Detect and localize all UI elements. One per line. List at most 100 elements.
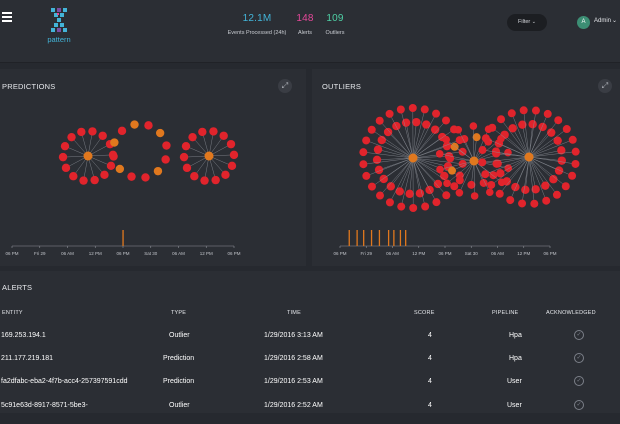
graph-node — [100, 171, 108, 179]
graph-node — [532, 107, 540, 115]
graph-node — [481, 170, 489, 178]
graph-node — [436, 150, 444, 158]
graph-node — [558, 156, 566, 164]
graph-node — [362, 172, 370, 180]
table-row[interactable]: fa2dfabc-eba2-4f7b-acc4-257397591cdd Pre… — [0, 378, 620, 400]
timeline-tick-label: 06 PM — [543, 251, 556, 256]
filter-label: Filter — [518, 19, 530, 25]
menu-icon[interactable] — [2, 12, 12, 21]
graph-node — [362, 136, 370, 144]
acknowledge-check-icon[interactable]: ✓ — [574, 400, 584, 410]
chevron-down-icon: ⌄ — [532, 19, 536, 25]
graph-node — [553, 191, 561, 199]
graph-node — [77, 128, 85, 136]
table-row[interactable]: 5c91e63d-8917-8571-5be3- Outlier 1/29/20… — [0, 402, 620, 424]
graph-node — [396, 187, 404, 195]
table-row[interactable]: 169.253.194.1 Outlier 1/29/2016 3:13 AM … — [0, 332, 620, 354]
graph-node — [409, 104, 417, 112]
stat-value: 109 — [318, 13, 352, 24]
graph-node — [495, 139, 503, 147]
graph-node — [572, 148, 580, 156]
timeline-tick-label: 06 PM — [5, 251, 18, 256]
user-name[interactable]: Admin — [594, 18, 611, 24]
graph-node — [359, 148, 367, 156]
column-header-type[interactable]: TYPE — [171, 310, 186, 316]
score-cell: 4 — [428, 378, 432, 385]
graph-hub-node — [84, 152, 93, 161]
column-header-entity[interactable]: ENTITY — [2, 310, 23, 316]
graph-node — [492, 149, 500, 157]
graph-node — [384, 128, 392, 136]
graph-node — [107, 162, 115, 170]
outlier-event-bar — [400, 230, 401, 246]
graph-node — [571, 160, 579, 168]
acknowledge-check-icon[interactable]: ✓ — [574, 330, 584, 340]
graph-node — [79, 176, 87, 184]
acknowledge-check-icon[interactable]: ✓ — [574, 353, 584, 363]
graph-node — [511, 183, 519, 191]
acknowledge-check-icon[interactable]: ✓ — [574, 376, 584, 386]
timeline-tick-label: 06 AM — [386, 251, 399, 256]
graph-node — [368, 126, 376, 134]
graph-node — [88, 127, 96, 135]
graph-edge — [406, 123, 413, 158]
stat-label: Events Processed (24h) — [222, 30, 292, 36]
graph-node — [497, 115, 505, 123]
time-cell: 1/29/2016 3:13 AM — [264, 332, 323, 339]
time-cell: 1/29/2016 2:52 AM — [264, 402, 323, 409]
graph-node — [376, 117, 384, 125]
graph-edge — [497, 157, 529, 164]
type-cell: Prediction — [163, 378, 194, 385]
graph-edge — [529, 150, 561, 157]
score-cell: 4 — [428, 355, 432, 362]
graph-hub-node — [525, 153, 534, 162]
graph-node — [488, 124, 496, 132]
graph-node — [530, 200, 538, 208]
chevron-down-icon[interactable]: ⌄ — [612, 17, 617, 24]
graph-node — [443, 180, 451, 188]
graph-node — [118, 127, 126, 135]
pattern-logo-icon — [39, 6, 79, 36]
graph-node — [402, 118, 410, 126]
column-header-score[interactable]: SCORE — [414, 310, 435, 316]
graph-node — [116, 165, 124, 173]
graph-node — [432, 198, 440, 206]
filter-button[interactable]: Filter ⌄ — [507, 14, 547, 31]
timeline-tick-label: 06 AM — [172, 251, 185, 256]
graph-edge — [413, 156, 449, 158]
column-header-time[interactable]: TIME — [287, 310, 301, 316]
graph-node — [211, 176, 219, 184]
graph-node — [487, 181, 495, 189]
top-bar: pattern 12.1M Events Processed (24h) 148… — [0, 0, 620, 63]
graph-node — [442, 116, 450, 124]
stat-outliers: 109 Outliers — [318, 13, 352, 36]
outlier-event-bar — [371, 230, 372, 246]
graph-node — [421, 105, 429, 113]
stat-label: Outliers — [318, 30, 352, 36]
graph-node — [127, 172, 135, 180]
graph-hub-node — [470, 157, 479, 166]
outlier-event-bar — [388, 230, 389, 246]
avatar[interactable]: A — [577, 16, 590, 29]
graph-node — [188, 133, 196, 141]
graph-node — [542, 197, 550, 205]
table-row[interactable]: 211.177.219.181 Prediction 1/29/2016 2:5… — [0, 355, 620, 377]
graph-node — [69, 172, 77, 180]
logo[interactable]: pattern — [39, 6, 79, 46]
graph-node — [521, 186, 529, 194]
graph-node — [442, 191, 450, 199]
graph-node — [504, 164, 512, 172]
timeline-tick-label: 06 PM — [333, 251, 346, 256]
pipeline-cell: User — [507, 378, 522, 385]
column-header-acknowledged[interactable]: ACKNOWLEDGED — [546, 310, 596, 316]
graph-edge — [522, 125, 529, 157]
graph-node — [421, 202, 429, 210]
timeline-tick-label: 12 PM — [517, 251, 530, 256]
pipeline-cell: Hpa — [509, 355, 522, 362]
column-header-pipeline[interactable]: PIPELINE — [492, 310, 518, 316]
graph-node — [448, 167, 456, 175]
graph-edge — [529, 157, 545, 186]
graph-node — [478, 158, 486, 166]
